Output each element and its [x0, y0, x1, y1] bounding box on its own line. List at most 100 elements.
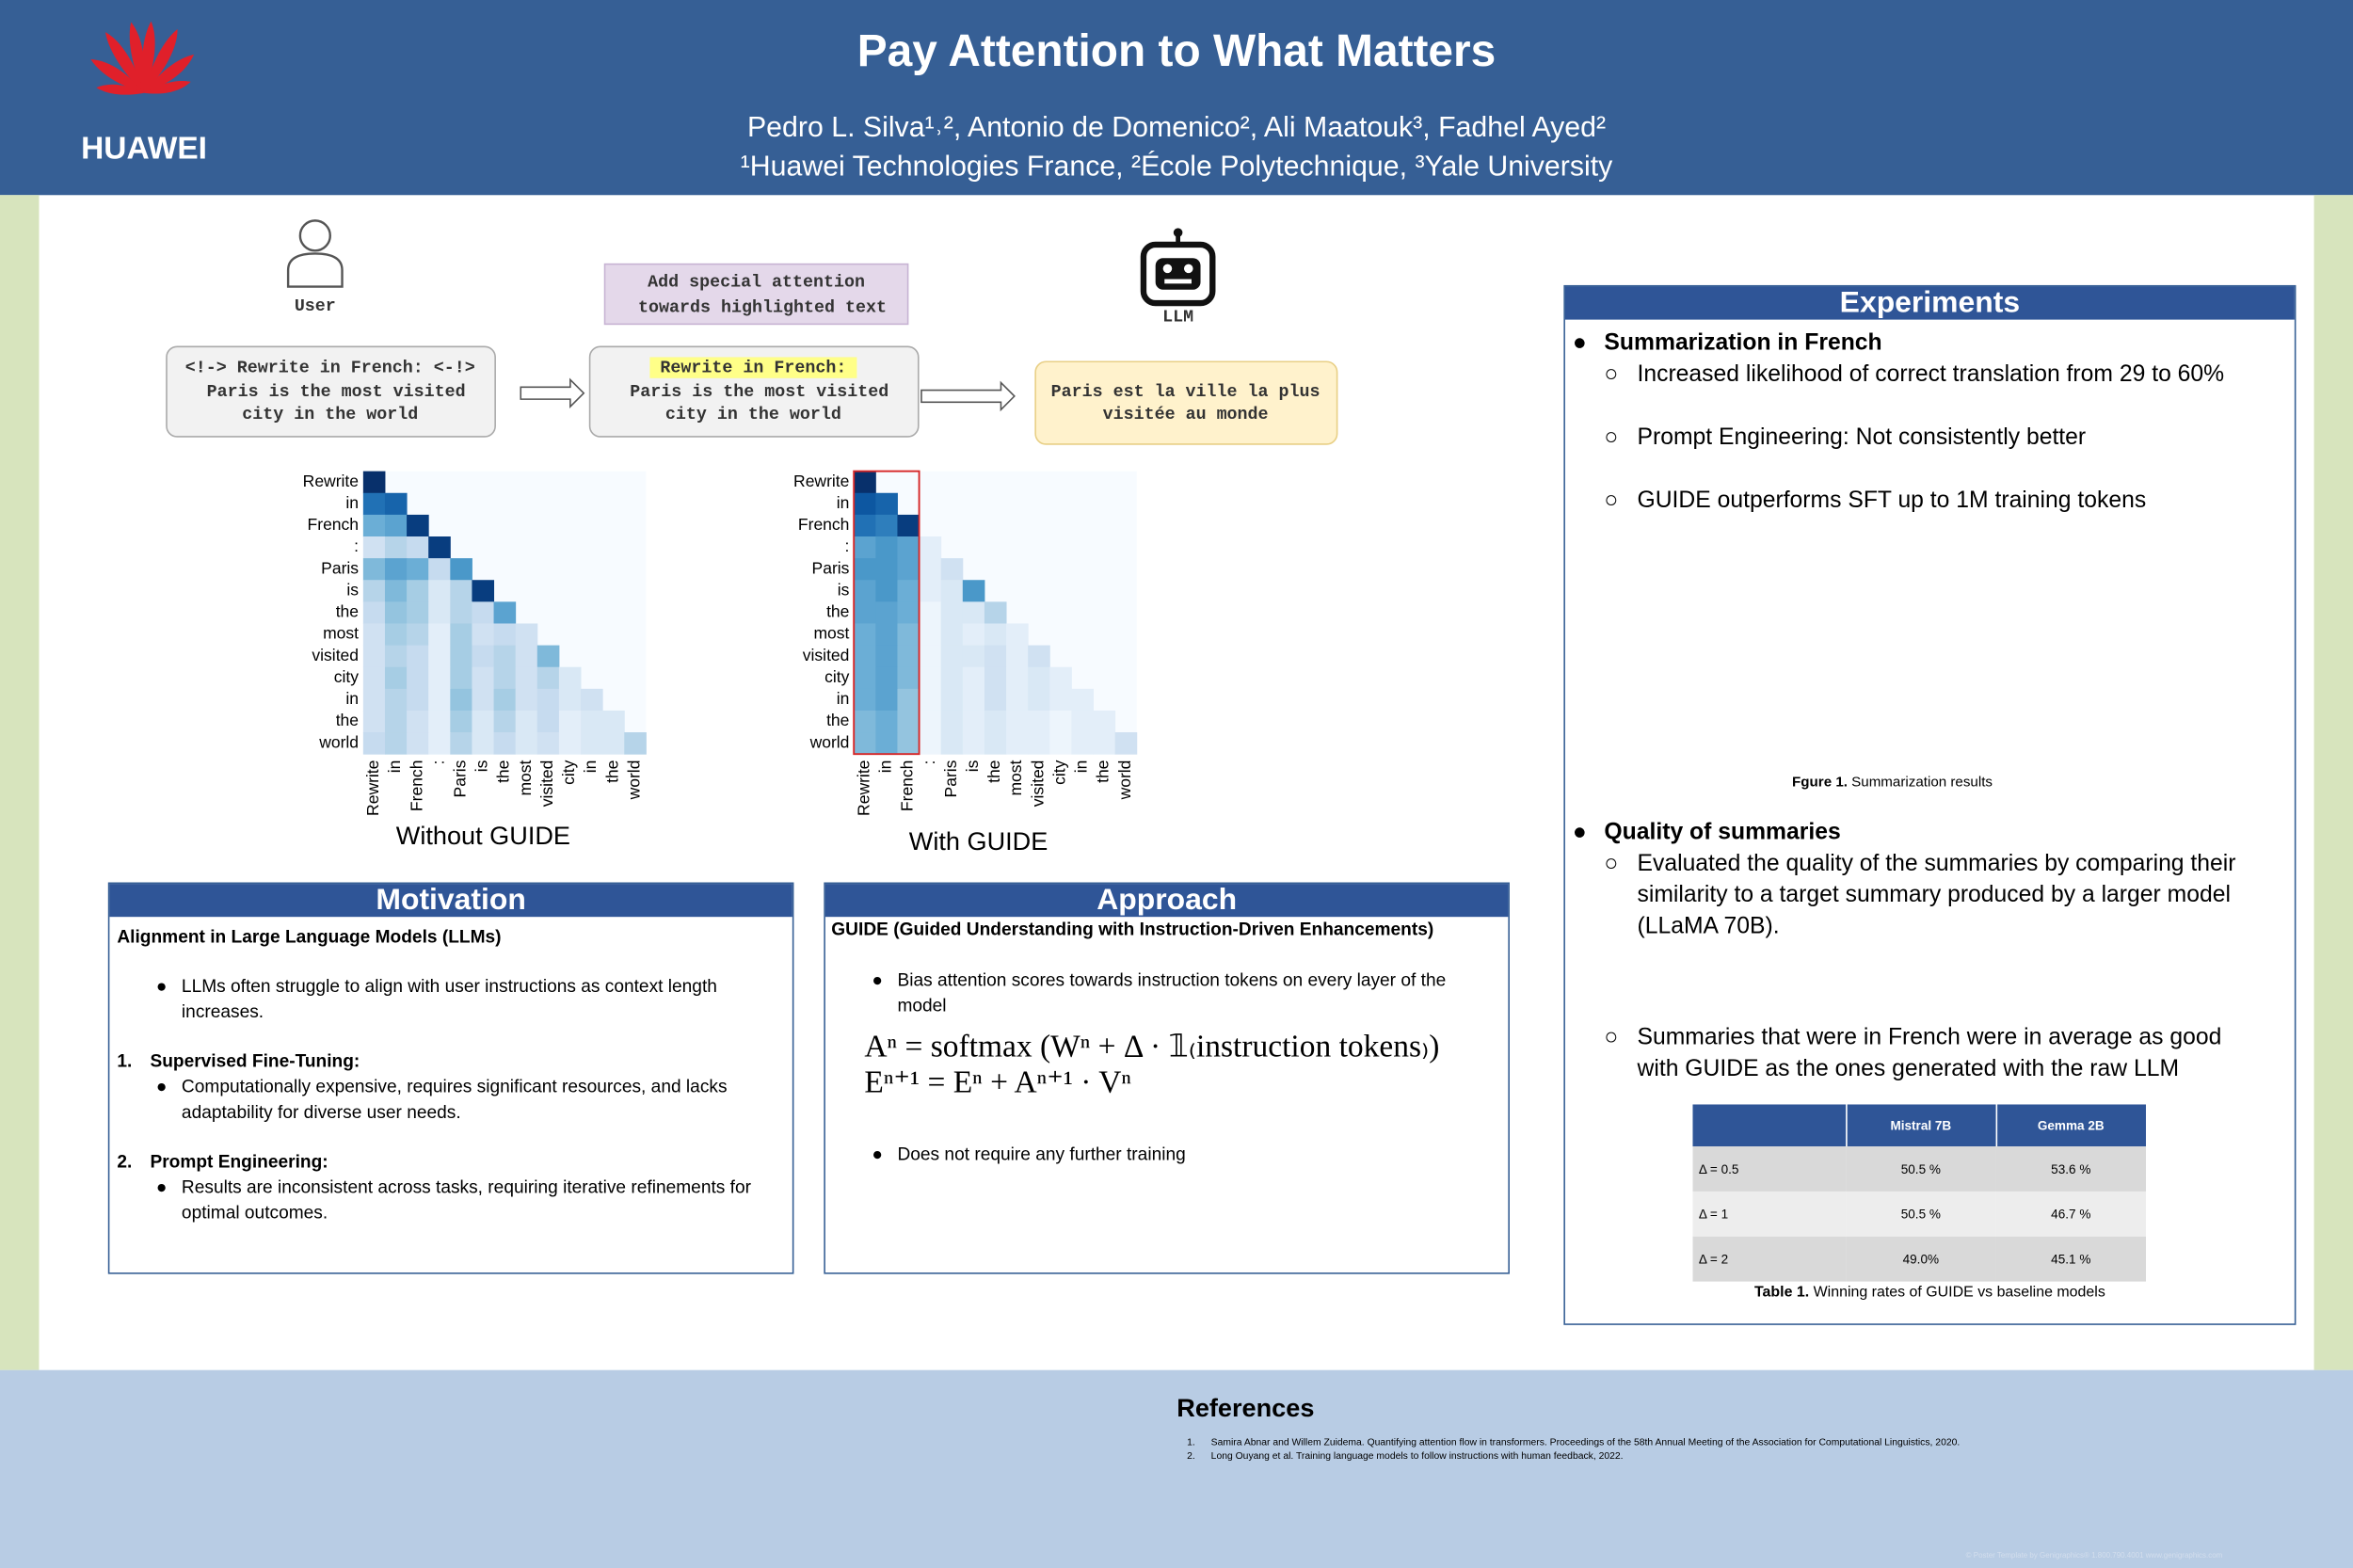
- col-label: Paris: [941, 760, 960, 797]
- bar: [1972, 716, 1983, 734]
- bullet-text: Bias attention scores towards instructio…: [897, 968, 1447, 1016]
- heatmap-cell: [472, 732, 495, 755]
- heatmap-cell: [919, 688, 942, 712]
- equation: Eⁿ⁺¹ = Eⁿ + Aⁿ⁺¹ · Vⁿ: [864, 1064, 1131, 1100]
- table-cell: 53.6 %: [2051, 1161, 2091, 1177]
- bar: [1702, 640, 1712, 734]
- heatmap-cell: [940, 580, 964, 602]
- heatmap-cell: [384, 514, 408, 537]
- bar: [2001, 699, 2011, 734]
- row-label: :: [845, 536, 850, 555]
- item-text: Summaries that were in French were in av…: [1637, 1024, 2222, 1082]
- heatmap-cell: [897, 514, 920, 537]
- legend-label: Δ = 2: [2115, 606, 2137, 617]
- heatmap-cell: [450, 645, 472, 668]
- heatmap-cell: [854, 645, 876, 668]
- heatmap-cell: [854, 732, 876, 755]
- heatmap-cell: [515, 732, 538, 755]
- heatmap-cell: [940, 558, 964, 581]
- heatmap-cell: [962, 710, 985, 733]
- side-band: [2313, 195, 2353, 1370]
- y-tick-label: 0.9: [2059, 574, 2071, 584]
- bar: [1876, 653, 1886, 734]
- heatmap-cell: [362, 471, 386, 494]
- row-label: in: [837, 493, 850, 512]
- heatmap-cell: [1049, 688, 1072, 712]
- heatmap-cell: [962, 688, 985, 712]
- heatmap-cell: [940, 601, 964, 624]
- heatmap-cell: [407, 732, 429, 755]
- bullet-dot: ●: [155, 975, 168, 997]
- output-line: visitée au monde: [1103, 405, 1269, 424]
- item-heading: Supervised Fine-Tuning:: [150, 1050, 360, 1072]
- credit: © Poster Template by Genigraphics® 1.800…: [1965, 1551, 2223, 1561]
- heatmap-cell: [1006, 623, 1029, 647]
- heatmap-cell: [875, 492, 898, 516]
- heatmap-cell: [854, 471, 876, 494]
- col-label: in: [581, 760, 600, 774]
- legend-swatch: [1876, 599, 1900, 607]
- heatmap-cell: [515, 666, 538, 690]
- heatmap-cell: [515, 623, 538, 647]
- bar: [1774, 680, 1785, 734]
- row-label: is: [838, 580, 850, 599]
- table-cell: Δ = 2: [1698, 1251, 1729, 1267]
- heatmap-cell: [854, 601, 876, 624]
- heatmap-cell: [1049, 732, 1072, 755]
- reference: 1. Samira Abnar and Willem Zuidema. Quant…: [1187, 1436, 1960, 1449]
- robot-icon: [1140, 228, 1216, 307]
- heatmap-cell: [472, 623, 495, 647]
- heatmap-cell: [940, 666, 964, 690]
- bar: [1938, 682, 1949, 734]
- heatmap-cell: [493, 601, 517, 624]
- bullet-dot: ●: [1572, 819, 1587, 845]
- highlight: [649, 357, 857, 378]
- ref-number: 2.: [1187, 1450, 1195, 1462]
- heatmap-cell: [1028, 645, 1050, 668]
- ref-number: 1.: [1187, 1437, 1195, 1448]
- heatmap-cell: [407, 514, 429, 537]
- bar: [1682, 657, 1692, 734]
- row-label: Rewrite: [303, 472, 359, 490]
- heatmap-cell: [515, 688, 538, 712]
- heatmap-cell: [450, 732, 472, 755]
- heatmap-cell: [854, 536, 876, 559]
- heatmap-cell: [1006, 710, 1029, 733]
- heatmap-cell: [875, 536, 898, 559]
- instruction-line: Add special attention: [648, 273, 865, 293]
- heatmap-cell: [362, 623, 386, 647]
- llm-label: LLM: [1162, 307, 1193, 327]
- row-label: world: [318, 732, 359, 751]
- bar: [1803, 628, 1814, 734]
- x-scale-label: ×10⁶: [2263, 745, 2277, 754]
- bar: [1910, 714, 1920, 734]
- bullet-circle: ○: [1604, 424, 1619, 451]
- heatmap-cell: [854, 580, 876, 602]
- heatmap-cell: [1006, 688, 1029, 712]
- heatmap-cell: [1006, 645, 1029, 668]
- col-label: world: [624, 760, 643, 801]
- y-axis-label: P(output in French): [2041, 595, 2056, 703]
- plot-frame: [2074, 564, 2264, 735]
- heatmap-cell: [362, 558, 386, 581]
- heatmap-cell: [875, 710, 898, 733]
- header-cell: [1692, 1104, 1847, 1147]
- heatmap-cell: [875, 688, 898, 712]
- heatmap-cell: [428, 732, 451, 755]
- heatmap-cell: [1071, 732, 1094, 755]
- bullet-circle: ○: [1604, 488, 1619, 514]
- item-number: 2.: [117, 1150, 133, 1173]
- heatmap-cell: [940, 645, 964, 668]
- heatmap-cell: [1028, 732, 1050, 755]
- col-label: city: [559, 760, 578, 785]
- heatmap-cell: [428, 688, 451, 712]
- arrow: [920, 380, 1016, 412]
- legend-label: Δ = 1: [2115, 590, 2137, 601]
- heatmap-cell: [940, 688, 964, 712]
- row-label: in: [345, 689, 359, 708]
- row-label: most: [813, 624, 849, 643]
- heatmap-title: With GUIDE: [909, 826, 1048, 856]
- legend-label: Raw prompt: [1907, 567, 1956, 577]
